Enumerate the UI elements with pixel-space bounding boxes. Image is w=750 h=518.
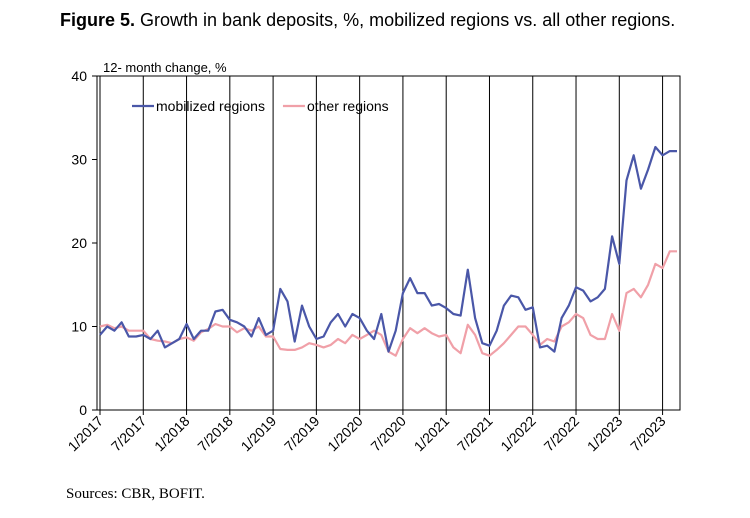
x-tick-label: 7/2021	[454, 413, 496, 455]
plot-area	[96, 75, 681, 411]
x-tick-label: 1/2021	[411, 413, 453, 455]
x-tick-label: 1/2019	[238, 413, 280, 455]
x-tick-label: 1/2017	[65, 413, 107, 455]
y-axis: 0 10 20 30 40	[71, 68, 97, 418]
x-tick-label: 7/2018	[194, 413, 236, 455]
y-tick-label: 20	[71, 235, 87, 251]
y-axis-label: 12- month change, %	[103, 60, 227, 75]
vertical-gridlines	[99, 76, 664, 410]
x-tick-label: 7/2019	[281, 413, 323, 455]
x-tick-label: 7/2017	[108, 413, 150, 455]
x-tick-label: 1/2023	[584, 413, 626, 455]
x-tick-label: 1/2018	[151, 413, 193, 455]
legend-label: other regions	[307, 98, 389, 114]
y-tick-label: 30	[71, 152, 87, 168]
x-tick-label: 7/2022	[541, 413, 583, 455]
y-tick-label: 10	[71, 319, 87, 335]
legend: mobilized regions other regions	[132, 98, 389, 114]
x-tick-label: 7/2020	[367, 413, 409, 455]
series-line	[99, 145, 677, 353]
y-tick-label: 40	[71, 68, 87, 84]
x-axis: 1/2017 7/2017 1/2018 7/2018 1/2019 7/2019 1/20…	[65, 410, 669, 454]
legend-label: mobilized regions	[156, 98, 265, 114]
x-tick-label: 7/2023	[627, 413, 669, 455]
x-tick-label: 1/2020	[324, 413, 366, 455]
source-note: Sources: CBR, BOFIT.	[66, 486, 205, 502]
y-tick-label: 0	[79, 402, 87, 418]
chart-title: Figure 5. Growth in bank deposits, %, mo…	[60, 10, 675, 31]
x-tick-label: 1/2022	[497, 413, 539, 455]
data-series	[99, 145, 677, 357]
chart-title-text: Growth in bank deposits, %, mobilized re…	[140, 10, 676, 30]
figure-label: Figure 5.	[60, 10, 136, 30]
